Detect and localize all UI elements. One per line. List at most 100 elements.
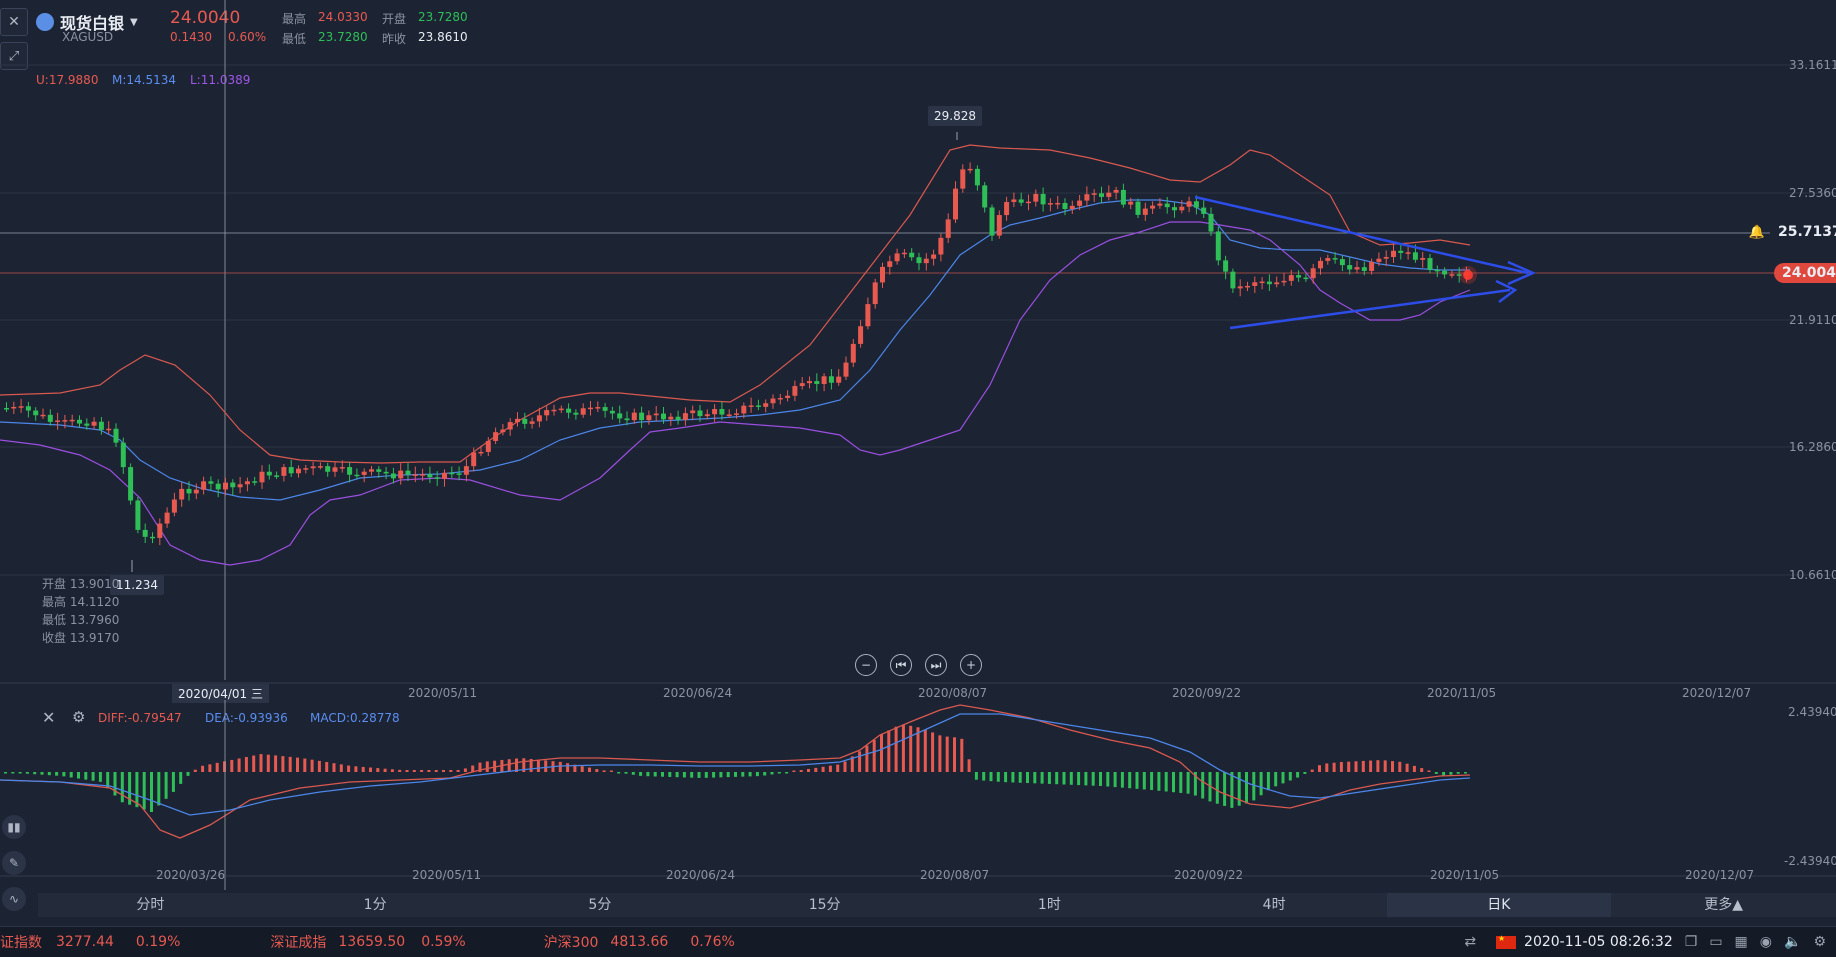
- macd-value: MACD:0.28778: [310, 711, 400, 725]
- calculator-icon[interactable]: ▦: [1734, 934, 1748, 950]
- candle-body: [354, 474, 360, 477]
- macd-bar: [354, 766, 358, 772]
- candle-body: [1383, 256, 1389, 259]
- macd-bar: [974, 772, 978, 780]
- candle-body: [741, 405, 747, 414]
- candle-body: [1004, 202, 1010, 216]
- skip-start-button[interactable]: ⏮: [890, 654, 912, 676]
- candle-body: [1069, 205, 1075, 210]
- macd-bar: [777, 772, 781, 774]
- macd-bar: [91, 772, 95, 781]
- macd-bar: [244, 757, 248, 772]
- index-pct-sh: 0.19%: [135, 934, 181, 950]
- candle-body: [1135, 201, 1141, 215]
- skip-end-button[interactable]: ⏭: [925, 654, 947, 676]
- candle-body: [828, 376, 834, 383]
- macd-bar: [661, 772, 664, 777]
- candle-body: [1193, 201, 1199, 208]
- macd-bar: [785, 772, 789, 774]
- translate-icon[interactable]: ⇄: [1464, 934, 1477, 950]
- settings-icon[interactable]: ⚙: [1813, 934, 1826, 950]
- open-value: 23.7280: [418, 10, 468, 24]
- period-tab-more[interactable]: 更多▲: [1704, 897, 1744, 913]
- candle-body: [595, 407, 601, 409]
- period-tab-daily[interactable]: 日K: [1386, 893, 1612, 917]
- index-name-sz[interactable]: 深证成指: [270, 935, 327, 951]
- candle-body: [500, 429, 506, 433]
- alert-bell-icon[interactable]: 🔔: [1748, 225, 1766, 240]
- candle-body: [1398, 250, 1404, 253]
- zoom-in-button[interactable]: +: [960, 654, 982, 676]
- candle-body: [807, 381, 812, 384]
- macd-bar: [1281, 772, 1285, 784]
- candle-body: [1405, 252, 1411, 254]
- macd-bar: [938, 735, 942, 772]
- period-tab-timeshare[interactable]: 分时: [136, 897, 165, 913]
- macd-bar: [493, 760, 497, 772]
- high-label: 最高: [282, 12, 307, 26]
- candle-body: [1274, 282, 1280, 285]
- candle-body: [1128, 201, 1134, 205]
- candle-body: [763, 403, 769, 407]
- macd-bar: [1303, 772, 1307, 774]
- symbol-header[interactable]: 现货白银 ▼: [36, 10, 138, 34]
- candle-body: [332, 467, 338, 472]
- candle-body: [281, 467, 287, 476]
- zoom-out-button[interactable]: −: [855, 654, 877, 676]
- sound-icon[interactable]: 🔈: [1784, 934, 1802, 950]
- candle-body: [128, 467, 134, 501]
- candle-body: [858, 326, 864, 344]
- candle-body: [1113, 189, 1119, 193]
- candle-body: [894, 253, 900, 262]
- candle-body: [1296, 275, 1302, 278]
- layout-icon[interactable]: ▭: [1709, 934, 1723, 950]
- macd-bar: [120, 772, 124, 803]
- index-name-hs300[interactable]: 沪深300: [543, 935, 599, 951]
- window-icon[interactable]: ❐: [1684, 934, 1698, 950]
- period-tab-5min[interactable]: 5分: [588, 897, 612, 913]
- candle-body: [814, 381, 820, 384]
- index-name-sh[interactable]: 上证指数: [0, 935, 42, 951]
- date-axis-label: 2020/09/22: [1172, 686, 1242, 700]
- macd-bar: [201, 765, 205, 772]
- macd-bar: [843, 761, 847, 772]
- camera-icon[interactable]: ◉: [1759, 934, 1772, 950]
- candle-body: [25, 406, 31, 411]
- candle-body: [1055, 203, 1061, 205]
- low-value: 23.7280: [318, 30, 368, 44]
- candle-style-icon[interactable]: ▮▮: [2, 815, 26, 839]
- macd-bar: [967, 759, 971, 772]
- candle-body: [1420, 258, 1426, 260]
- candle-body: [1142, 208, 1148, 215]
- candlestick-chart[interactable]: [0, 0, 1836, 700]
- period-tab-15min[interactable]: 15分: [808, 897, 841, 913]
- macd-chart[interactable]: [0, 700, 1836, 890]
- period-tab-1hour[interactable]: 1时: [1037, 897, 1061, 913]
- candle-body: [412, 474, 418, 476]
- period-tab-1min[interactable]: 1分: [363, 897, 387, 913]
- dropdown-caret-icon[interactable]: ▼: [130, 16, 138, 28]
- candle-body: [631, 412, 637, 421]
- candle-body: [1288, 275, 1294, 281]
- macd-bar: [1347, 761, 1351, 772]
- draw-tool-icon[interactable]: ✎: [2, 851, 26, 875]
- date-axis-label: 2020/12/07: [1682, 686, 1752, 700]
- crosshair-price-tag: 25.7137: [1778, 224, 1836, 240]
- macd-bar: [916, 727, 920, 772]
- candle-body: [150, 536, 155, 539]
- close-chart-button[interactable]: ✕: [0, 8, 28, 36]
- macd-bar: [580, 766, 584, 772]
- candle-body: [405, 470, 411, 475]
- candle-body: [850, 343, 856, 363]
- candle-body: [325, 466, 331, 472]
- macd-bar: [1113, 772, 1117, 788]
- macd-bar: [821, 766, 825, 772]
- tooltip-low: 最低 13.7960: [42, 613, 120, 627]
- close-macd-icon[interactable]: ✕: [42, 708, 56, 727]
- macd-bar: [106, 772, 110, 789]
- period-tab-4hour[interactable]: 4时: [1262, 897, 1286, 913]
- macd-settings-icon[interactable]: ⚙: [72, 708, 86, 726]
- macd-bar: [1274, 772, 1278, 787]
- indicator-icon[interactable]: ∿: [2, 887, 26, 911]
- macd-bar: [4, 772, 7, 774]
